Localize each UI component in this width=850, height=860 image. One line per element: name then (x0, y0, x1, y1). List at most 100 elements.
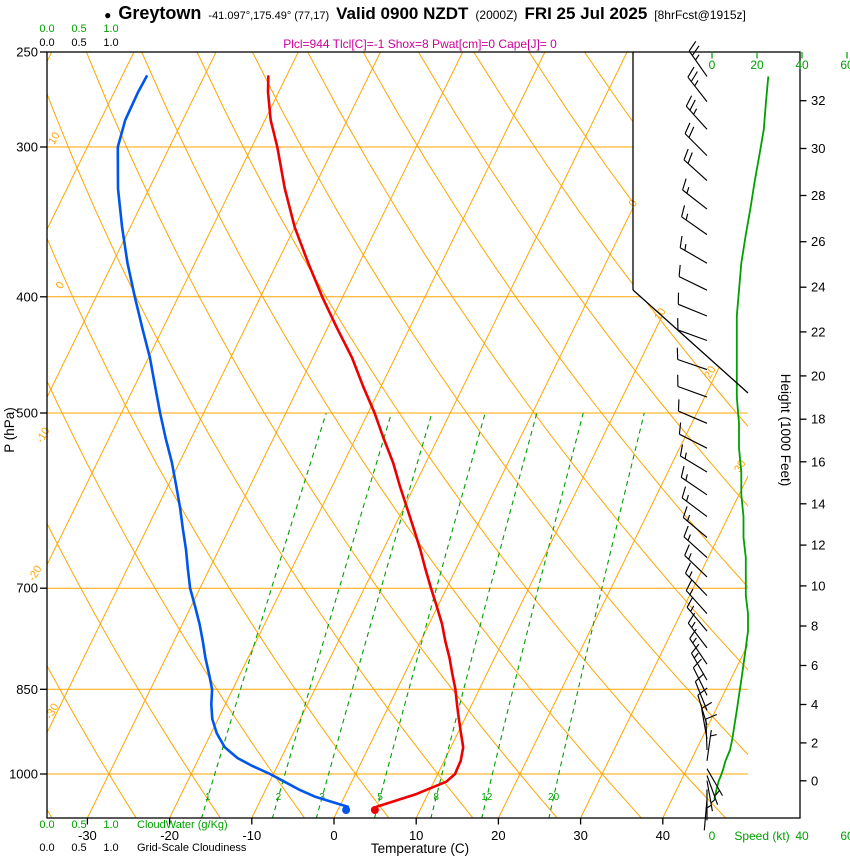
cloudiness-label: Grid-Scale Cloudiness (137, 842, 247, 854)
valid-time: Valid 0900 NZDT (336, 4, 469, 23)
isotherm-line (86, 52, 464, 818)
temperature-tick-label: 20 (491, 828, 505, 843)
wind-barb (678, 264, 708, 291)
station-coords: -41.097°,175.49° (77,17) (208, 10, 330, 22)
adiabat-label: -30 (43, 702, 61, 722)
pressure-tick-label: 500 (16, 406, 38, 421)
speed-scale-label: 20 (750, 58, 764, 72)
scale-value: 0.0 (39, 23, 55, 35)
wind-barb (692, 658, 708, 696)
mixing-ratio-line (373, 412, 486, 818)
adiabat-label: 0 (54, 280, 67, 291)
height-tick-label: 6 (811, 658, 818, 673)
isotherm-label: 20 (702, 364, 719, 381)
plot-frame (46, 51, 801, 819)
speed-scale-label: 40 (795, 58, 809, 72)
height-tick-label: 8 (811, 619, 818, 634)
wind-barb (677, 292, 708, 317)
scale-value: 0.5 (71, 842, 87, 854)
pressure-tick-label: 700 (16, 581, 38, 596)
mixing-ratio-label: 20 (548, 792, 560, 803)
isotherm-line (47, 52, 135, 818)
speed-scale-label-bottom: 60 (840, 829, 850, 843)
wind-barb (677, 399, 708, 424)
height-tick-label: 18 (811, 412, 825, 427)
wind-barb (679, 444, 708, 473)
forecast-hour: [8hrFcst@1915z] (654, 8, 746, 22)
wind-barb (681, 486, 708, 518)
scale-value: 0.0 (39, 37, 55, 49)
scale-value: 0.5 (71, 819, 87, 831)
chart-title: ● Greytown -41.097°,175.49° (77,17) Vali… (0, 3, 850, 24)
pressure-tick-label: 850 (16, 682, 38, 697)
wind-barb (676, 347, 708, 371)
wind-barb (677, 374, 708, 398)
height-tick-label: 26 (811, 234, 825, 249)
plot-corner-diagonal (632, 289, 749, 394)
scale-value: 1.0 (103, 23, 119, 35)
wind-barb (706, 768, 723, 796)
height-axis-title: Height (1000 Feet) (778, 374, 793, 487)
mixing-ratio-line (315, 412, 433, 818)
wind-barb (684, 122, 708, 157)
isotherm-line (497, 52, 748, 818)
scale-value: 1.0 (103, 819, 119, 831)
mixing-ratio-labels: 1 2 3 5 8 12 20 (205, 792, 560, 803)
dry-adiabat-line (473, 52, 748, 818)
mixing-ratio-line (271, 412, 393, 818)
height-tick-label: 16 (811, 454, 825, 469)
mixing-ratio-label: 8 (433, 792, 439, 803)
cloudwater-label: CloudWater (g/Kg) (137, 819, 228, 831)
mixing-ratio-label: 1 (205, 792, 211, 803)
isotherm-line (333, 52, 710, 818)
pressure-tick-label: 300 (16, 140, 38, 155)
dry-adiabat-line (196, 52, 727, 818)
mixing-ratio-label: 2 (276, 792, 282, 803)
scale-value: 0.0 (39, 819, 55, 831)
wind-barb (683, 525, 708, 559)
temperature-profile-line (266, 75, 465, 809)
height-tick-label: 4 (811, 697, 818, 712)
isotherm-line (415, 52, 748, 818)
wind-barb (685, 579, 708, 614)
valid-date: FRI 25 Jul 2025 (524, 4, 648, 23)
scale-value: 1.0 (103, 37, 119, 49)
cloudiness-scale-bottom: 0.0 0.5 1.0 Grid-Scale Cloudiness (31, 842, 246, 854)
pressure-tick-label: 400 (16, 289, 38, 304)
dry-adiabat-line (307, 52, 748, 818)
wind-barb (680, 465, 708, 496)
mixing-ratio-label: 3 (319, 792, 325, 803)
temperature-axis-title: Temperature (C) (371, 841, 469, 856)
dry-adiabat-line (47, 52, 222, 818)
surface-temperature-dot (370, 806, 379, 814)
pressure-tick-label: 1000 (9, 767, 38, 782)
mixing-ratio-line (430, 412, 538, 818)
wind-barb (684, 544, 708, 578)
cloudwater-scale-top: 0.0 0.5 1.0 (31, 23, 127, 35)
height-tick-label: 0 (811, 773, 818, 788)
mixing-ratio-label: 5 (377, 792, 383, 803)
dry-adiabat-line (141, 52, 643, 818)
wind-barb (684, 562, 708, 596)
pressure-axis-title: P (hPa) (2, 407, 17, 453)
isotherm-line (580, 52, 748, 818)
wind-barb (689, 628, 708, 665)
mixing-ratio-line (548, 412, 645, 818)
wind-barb (705, 713, 718, 751)
temperature-tick-label: -30 (78, 828, 97, 843)
speed-scale-label: 0 (709, 58, 716, 72)
adiabat-label: -10 (34, 426, 52, 446)
temperature-tick-label: -20 (160, 828, 179, 843)
mixing-ratio-line (200, 412, 327, 818)
dry-adiabat-line (362, 52, 748, 818)
isotherm-line (47, 52, 299, 818)
wind-speed-profile-line (713, 76, 770, 800)
station-bullet-icon: ● (104, 8, 112, 22)
dry-adiabat-line (47, 52, 306, 818)
height-tick-label: 2 (811, 735, 818, 750)
wind-barb (706, 730, 717, 761)
wind-barb (683, 148, 708, 182)
height-tick-label: 14 (811, 496, 825, 511)
